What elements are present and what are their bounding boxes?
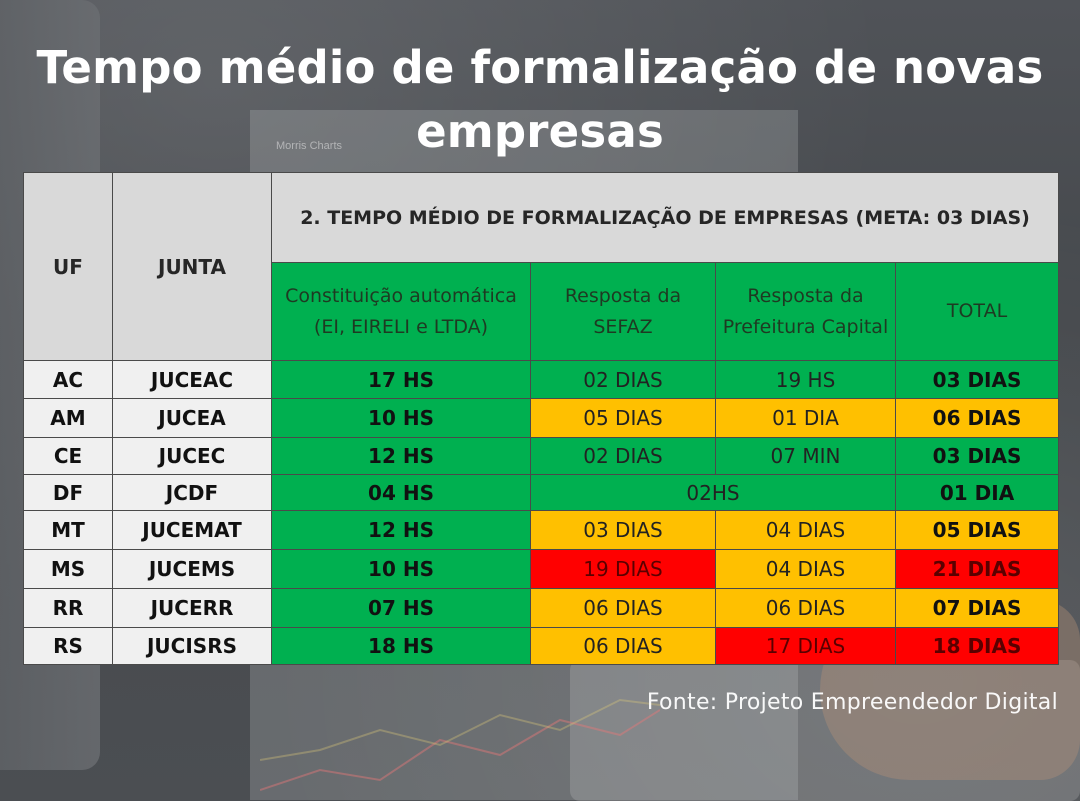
cell-sefaz: 06 DIAS (530, 627, 716, 665)
source-credit: Fonte: Projeto Empreendedor Digital (646, 690, 1058, 715)
cell-uf: MT (23, 510, 113, 550)
cell-prefeitura: 04 DIAS (715, 549, 896, 589)
cell-total: 18 DIAS (894, 627, 1060, 665)
cell-junta: JUCEAC (112, 360, 272, 399)
cell-sefaz: 02 DIAS (530, 437, 716, 475)
cell-sefaz: 06 DIAS (530, 588, 716, 628)
header-junta: JUNTA (112, 172, 272, 361)
background-line-chart (260, 698, 660, 791)
page-title-line-2: empresas (416, 105, 664, 158)
cell-prefeitura: 17 DIAS (715, 627, 896, 665)
cell-prefeitura: 07 MIN (715, 437, 896, 475)
cell-junta: JUCISRS (112, 627, 272, 665)
cell-constituicao: 10 HS (271, 398, 531, 438)
table-title: 2. TEMPO MÉDIO DE FORMALIZAÇÃO DE EMPRES… (270, 172, 1060, 263)
page-title-line-1: Tempo médio de formalização de novas (36, 41, 1044, 94)
cell-uf: DF (23, 474, 113, 511)
cell-constituicao: 18 HS (271, 627, 531, 665)
page-title: Tempo médio de formalização de novas emp… (0, 36, 1080, 164)
cell-uf: MS (23, 549, 113, 589)
table-row: DF JCDF 04 HS 02HS 01 DIA (23, 474, 1060, 511)
cell-constituicao: 04 HS (271, 474, 531, 511)
table-row: MS JUCEMS 10 HS 19 DIAS 04 DIAS 21 DIAS (23, 549, 1060, 589)
header-constituicao: Constituição automática (EI, EIRELI e LT… (271, 262, 531, 361)
cell-junta: JUCEMS (112, 549, 272, 589)
cell-constituicao: 12 HS (271, 510, 531, 550)
cell-total: 03 DIAS (894, 360, 1060, 399)
cell-uf: CE (23, 437, 113, 475)
cell-total: 07 DIAS (894, 588, 1060, 628)
cell-prefeitura: 01 DIA (715, 398, 896, 438)
cell-total: 05 DIAS (894, 510, 1060, 550)
background-paper-label: Morris Charts (276, 140, 343, 152)
cell-junta: JUCEMAT (112, 510, 272, 550)
cell-junta: JUCEA (112, 398, 272, 438)
cell-junta: JUCERR (112, 588, 272, 628)
cell-constituicao: 17 HS (271, 360, 531, 399)
cell-uf: AC (23, 360, 113, 399)
cell-total: 21 DIAS (894, 549, 1060, 589)
formalization-time-table: UF JUNTA 2. TEMPO MÉDIO DE FORMALIZAÇÃO … (23, 172, 1060, 665)
cell-prefeitura: 19 HS (715, 360, 896, 399)
cell-junta: JUCEC (112, 437, 272, 475)
cell-total: 03 DIAS (894, 437, 1060, 475)
cell-total: 01 DIA (894, 474, 1060, 511)
header-total: TOTAL (894, 262, 1060, 361)
cell-uf: RR (23, 588, 113, 628)
cell-constituicao: 12 HS (271, 437, 531, 475)
cell-constituicao: 10 HS (271, 549, 531, 589)
table-row: AC JUCEAC 17 HS 02 DIAS 19 HS 03 DIAS (23, 360, 1060, 399)
cell-sefaz: 03 DIAS (530, 510, 716, 550)
header-uf: UF (23, 172, 113, 361)
header-sefaz: Resposta da SEFAZ (530, 262, 716, 361)
table-row: AM JUCEA 10 HS 05 DIAS 01 DIA 06 DIAS (23, 398, 1060, 438)
table-row: MT JUCEMAT 12 HS 03 DIAS 04 DIAS 05 DIAS (23, 510, 1060, 550)
cell-uf: RS (23, 627, 113, 665)
cell-total: 06 DIAS (894, 398, 1060, 438)
header-prefeitura: Resposta da Prefeitura Capital (715, 262, 896, 361)
cell-uf: AM (23, 398, 113, 438)
table-row: RR JUCERR 07 HS 06 DIAS 06 DIAS 07 DIAS (23, 588, 1060, 628)
cell-sefaz: 19 DIAS (530, 549, 716, 589)
table-row: RS JUCISRS 18 HS 06 DIAS 17 DIAS 18 DIAS (23, 627, 1060, 665)
cell-prefeitura: 06 DIAS (715, 588, 896, 628)
cell-constituicao: 07 HS (271, 588, 531, 628)
cell-prefeitura: 04 DIAS (715, 510, 896, 550)
background-notebook (570, 660, 1080, 801)
table-row: CE JUCEC 12 HS 02 DIAS 07 MIN 03 DIAS (23, 437, 1060, 475)
cell-sefaz: 05 DIAS (530, 398, 716, 438)
cell-sefaz-prefeitura-merged: 02HS (530, 474, 896, 511)
cell-junta: JCDF (112, 474, 272, 511)
cell-sefaz: 02 DIAS (530, 360, 716, 399)
